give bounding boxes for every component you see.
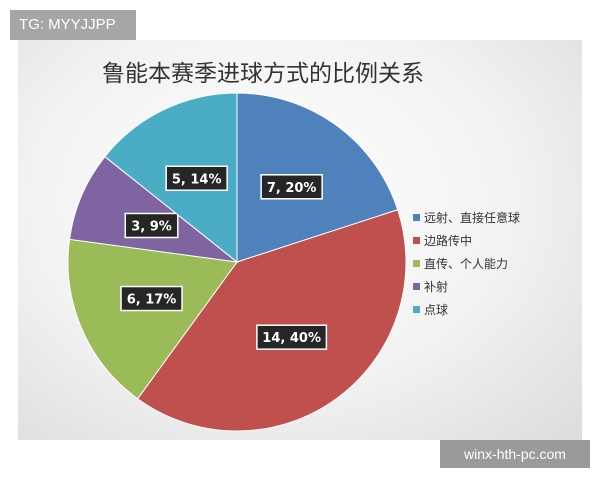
data-label-box	[124, 212, 179, 239]
data-label: 6, 17%	[120, 285, 183, 312]
legend-item: 边路传中	[413, 229, 520, 252]
data-label-box	[260, 174, 323, 200]
data-label-box	[120, 285, 183, 312]
data-label-text: 3, 9%	[131, 219, 172, 234]
pie-svg: 7, 20% 14, 40% 6, 17% 3, 9% 5, 14%	[67, 92, 407, 432]
legend-item: 点球	[413, 298, 520, 321]
legend-swatch	[413, 214, 420, 221]
legend-swatch	[413, 260, 420, 267]
legend-swatch	[413, 237, 420, 244]
legend-label: 远射、直接任意球	[424, 211, 521, 225]
data-label: 3, 9%	[124, 212, 179, 239]
data-label-box	[256, 324, 328, 350]
legend-label: 补射	[424, 280, 449, 294]
data-label-text: 14, 40%	[262, 331, 321, 346]
legend-label: 直传、个人能力	[424, 257, 509, 271]
legend-label: 边路传中	[424, 234, 473, 248]
legend-item: 远射、直接任意球	[413, 206, 520, 229]
data-label-text: 6, 17%	[127, 293, 177, 308]
pie-chart: 鲁能本赛季进球方式的比例关系 7, 20% 14, 40% 6, 17% 3, 9% 5…	[18, 40, 582, 440]
data-label: 5, 14%	[165, 165, 228, 192]
data-label: 7, 20%	[260, 174, 323, 200]
pie-slice	[68, 155, 239, 263]
pie-slice	[67, 238, 238, 400]
data-label: 14, 40%	[256, 324, 328, 350]
legend-item: 直传、个人能力	[413, 252, 520, 275]
legend-swatch	[413, 283, 420, 290]
watermark-bottom: winx-hth-pc.com	[440, 440, 590, 468]
chart-title: 鲁能本赛季进球方式的比例关系	[102, 61, 424, 87]
legend-swatch	[413, 306, 420, 313]
data-label-box	[165, 165, 228, 192]
data-label-text: 7, 20%	[267, 181, 317, 196]
legend-label: 点球	[424, 303, 449, 317]
legend-item: 补射	[413, 275, 520, 298]
data-label-text: 5, 14%	[172, 172, 222, 187]
watermark-top: TG: MYYJJPP	[10, 10, 136, 40]
pie-slice	[136, 209, 407, 432]
legend: 远射、直接任意球 边路传中直传、个人能力 补射点球	[413, 206, 520, 321]
